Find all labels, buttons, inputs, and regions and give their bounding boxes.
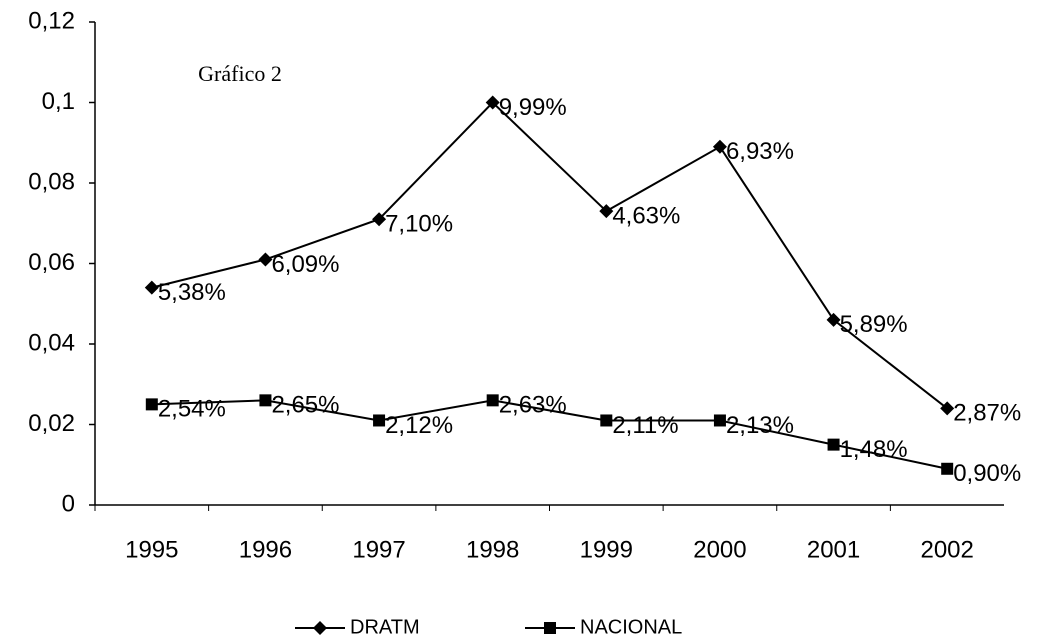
y-tick-label: 0,12 <box>28 7 75 34</box>
x-tick-label: 1998 <box>466 536 519 563</box>
marker <box>258 252 273 267</box>
x-tick-label: 1997 <box>352 536 405 563</box>
y-tick-label: 0,02 <box>28 410 75 437</box>
y-tick-label: 0,1 <box>42 88 75 115</box>
marker <box>144 280 159 295</box>
y-tick-label: 0,04 <box>28 329 75 356</box>
point-label: 9,99% <box>499 94 567 121</box>
y-tick-label: 0,06 <box>28 249 75 276</box>
series-line <box>151 399 948 470</box>
marker <box>373 414 386 427</box>
marker <box>145 398 158 411</box>
x-tick-label: 1995 <box>125 536 178 563</box>
marker <box>940 401 955 416</box>
x-tick-label: 1996 <box>239 536 292 563</box>
marker <box>485 95 500 110</box>
legend-label: NACIONAL <box>580 616 682 638</box>
marker <box>486 394 499 407</box>
marker <box>712 139 727 154</box>
marker <box>713 414 726 427</box>
point-label: 7,10% <box>385 211 453 238</box>
marker <box>599 204 614 219</box>
point-label: 2,11% <box>612 412 678 439</box>
x-tick-label: 2002 <box>920 536 973 563</box>
point-label: 6,09% <box>271 251 339 278</box>
marker <box>941 462 954 475</box>
x-tick-label: 2000 <box>693 536 746 563</box>
y-tick-label: 0,08 <box>28 168 75 195</box>
x-tick-label: 1999 <box>580 536 633 563</box>
y-tick-label: 0 <box>62 490 75 517</box>
series-line <box>151 101 948 410</box>
point-label: 2,87% <box>953 400 1021 427</box>
point-label: 5,89% <box>840 311 908 338</box>
point-label: 1,48% <box>840 436 908 463</box>
point-label: 0,90% <box>953 460 1021 487</box>
marker <box>372 212 387 227</box>
marker <box>826 312 841 327</box>
legend-label: DRATM <box>350 616 420 638</box>
marker <box>544 622 556 634</box>
point-label: 2,12% <box>385 412 453 439</box>
point-label: 2,13% <box>726 412 794 439</box>
x-tick-label: 2001 <box>807 536 860 563</box>
point-label: 5,38% <box>158 279 226 306</box>
marker <box>600 414 613 427</box>
point-label: 6,93% <box>726 138 794 165</box>
marker <box>313 621 327 635</box>
point-label: 2,54% <box>158 396 226 423</box>
chart-title: Gráfico 2 <box>198 61 282 86</box>
point-label: 2,63% <box>499 392 567 419</box>
marker <box>259 394 272 407</box>
point-label: 4,63% <box>612 203 680 230</box>
marker <box>827 438 840 451</box>
point-label: 2,65% <box>271 392 339 419</box>
